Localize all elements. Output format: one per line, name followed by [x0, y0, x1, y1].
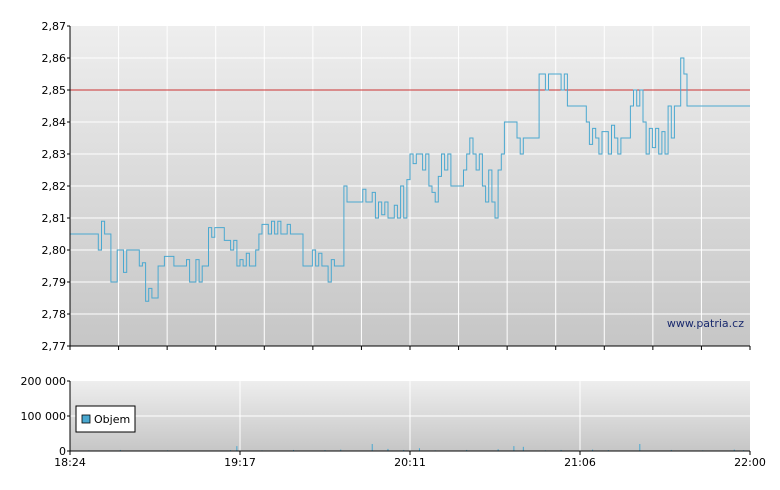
x-tick-label: 20:11: [394, 456, 426, 469]
legend-box: [75, 405, 136, 433]
price-y-tick-label: 2,77: [42, 340, 67, 353]
x-tick-label: 18:24: [54, 456, 86, 469]
volume-bar: [119, 449, 121, 451]
price-y-tick-label: 2,85: [42, 84, 67, 97]
price-y-tick-label: 2,87: [42, 20, 67, 33]
price-y-tick-label: 2,84: [42, 116, 67, 129]
x-tick-label: 21:06: [564, 456, 596, 469]
price-series-line: [70, 57, 750, 302]
price-y-tick-label: 2,78: [42, 308, 67, 321]
price-y-tick-label: 2,82: [42, 180, 67, 193]
volume-y-tick-label: 100 000: [21, 410, 67, 423]
volume-bar: [403, 449, 405, 451]
price-y-tick-label: 2,81: [42, 212, 67, 225]
volume-bar: [418, 448, 420, 451]
volume-legend: Objem: [75, 405, 136, 433]
price-y-tick-label: 2,79: [42, 276, 67, 289]
price-y-tick-label: 2,80: [42, 244, 67, 257]
volume-bar: [497, 449, 499, 451]
legend-label: Objem: [94, 413, 130, 426]
volume-bar: [592, 449, 594, 451]
legend-swatch: [81, 414, 91, 424]
volume-bar: [466, 449, 468, 451]
watermark-text: www.patria.cz: [667, 317, 744, 330]
volume-bar: [733, 449, 735, 451]
volume-bar: [639, 444, 641, 451]
volume-bar: [522, 446, 524, 451]
volume-bar: [387, 448, 389, 451]
volume-y-tick-label: 0: [59, 445, 66, 458]
volume-bar: [513, 446, 515, 451]
x-tick-label: 19:17: [224, 456, 256, 469]
price-y-tick-label: 2,86: [42, 52, 67, 65]
volume-bar: [293, 449, 295, 451]
volume-y-tick-label: 200 000: [21, 375, 67, 388]
x-tick-label: 22:00: [734, 456, 766, 469]
volume-bar: [560, 449, 562, 451]
volume-bar: [340, 449, 342, 451]
price-y-tick-label: 2,83: [42, 148, 67, 161]
volume-bar: [670, 449, 672, 451]
volume-bar: [236, 446, 238, 451]
volume-bar: [371, 444, 373, 451]
